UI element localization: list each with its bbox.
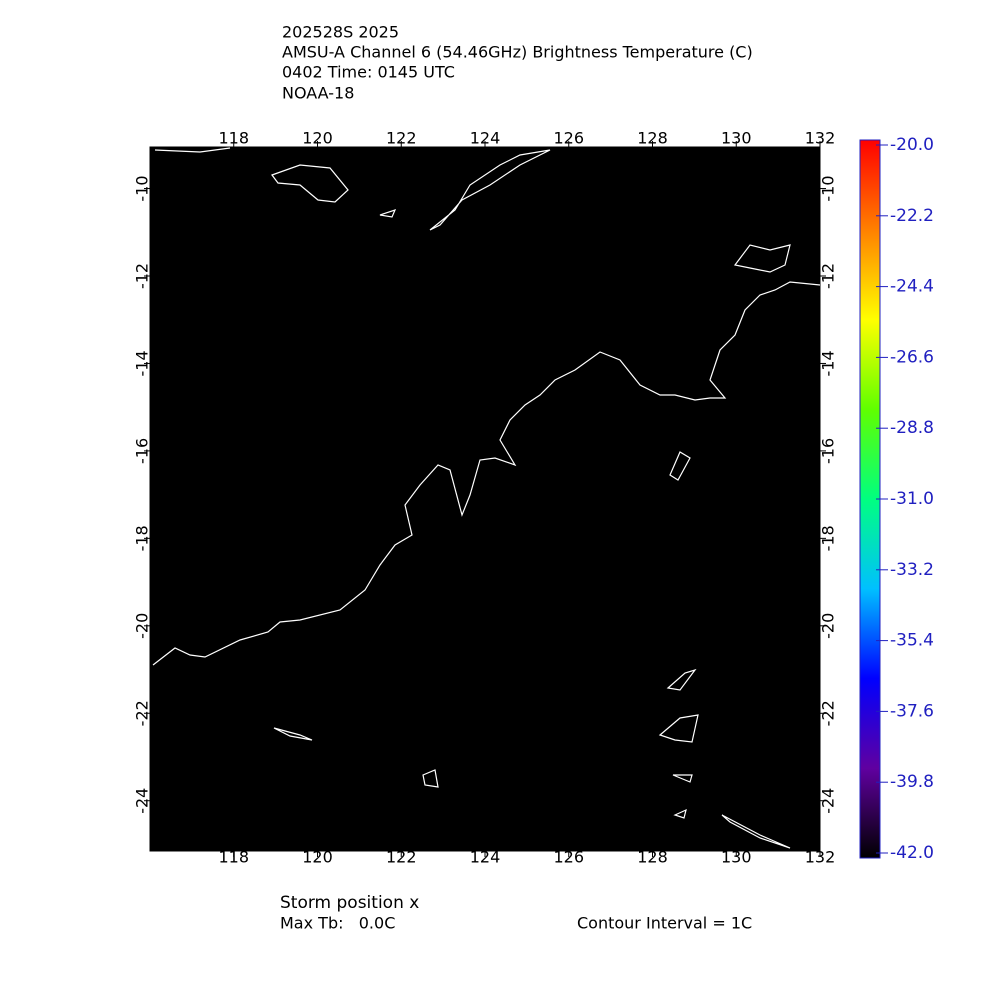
- x-tick-label: 122: [386, 129, 417, 148]
- x-tick-label: 120: [302, 129, 333, 148]
- y-tick-label: -20: [819, 613, 838, 639]
- island: [379, 209, 397, 218]
- island: [271, 164, 349, 203]
- colorbar-tick-label: -35.4: [890, 631, 934, 651]
- y-tick-label: -10: [133, 175, 152, 201]
- island: [429, 149, 551, 231]
- title-line: 202528S 2025: [282, 23, 399, 42]
- y-tick-label: -24: [819, 788, 838, 814]
- x-tick-label: 130: [721, 848, 752, 867]
- colorbar-tick-label: -26.6: [890, 347, 934, 367]
- y-tick-label: -24: [133, 788, 152, 814]
- island: [733, 244, 791, 273]
- colorbar-tick-label: -28.8: [890, 418, 934, 438]
- y-tick-label: -22: [819, 700, 838, 726]
- colorbar-tick-label: -37.6: [890, 701, 934, 721]
- footer-text: Storm position x: [280, 893, 419, 913]
- colorbar-tick-label: -39.8: [890, 772, 934, 792]
- x-tick-label: 126: [553, 129, 584, 148]
- colorbar-tick-label: -31.0: [890, 489, 934, 509]
- island: [666, 668, 697, 691]
- coastline: [154, 147, 231, 153]
- x-tick-label: 130: [721, 129, 752, 148]
- island: [658, 714, 699, 743]
- title-line: NOAA-18: [282, 84, 354, 103]
- title-line: 0402 Time: 0145 UTC: [282, 63, 455, 82]
- island: [422, 769, 439, 788]
- x-tick-label: 122: [386, 848, 417, 867]
- coastlines: [152, 147, 821, 849]
- y-tick-label: -22: [133, 700, 152, 726]
- colorbar-tick-label: -42.0: [890, 843, 934, 863]
- y-tick-label: -10: [819, 175, 838, 201]
- map-area: [149, 146, 821, 852]
- x-tick-label: 128: [637, 848, 668, 867]
- colorbar-tick-label: -33.2: [890, 560, 934, 580]
- y-tick-label: -16: [819, 438, 838, 464]
- y-tick-label: -20: [133, 613, 152, 639]
- x-tick-label: 128: [637, 129, 668, 148]
- x-tick-label: 118: [218, 129, 249, 148]
- x-tick-label: 120: [302, 848, 333, 867]
- island: [673, 808, 687, 819]
- y-tick-label: -18: [819, 525, 838, 551]
- island: [669, 451, 691, 481]
- island: [721, 814, 791, 849]
- colorbar-tick-label: -22.2: [890, 206, 934, 226]
- footer-text: Max Tb: 0.0C: [280, 914, 395, 933]
- y-tick-label: -12: [133, 263, 152, 289]
- island: [273, 727, 313, 741]
- colorbar-tick-label: -20.0: [890, 135, 934, 155]
- x-tick-label: 132: [805, 848, 836, 867]
- x-tick-label: 126: [553, 848, 584, 867]
- x-tick-label: 124: [470, 129, 501, 148]
- footer-text: Contour Interval = 1C: [577, 914, 752, 933]
- colorbar-tick-label: -24.4: [890, 277, 934, 297]
- island: [672, 774, 693, 783]
- x-tick-label: 132: [805, 129, 836, 148]
- x-tick-label: 124: [470, 848, 501, 867]
- coastline: [152, 281, 821, 666]
- x-tick-label: 118: [218, 848, 249, 867]
- y-tick-label: -18: [133, 525, 152, 551]
- y-tick-label: -12: [819, 263, 838, 289]
- title-line: AMSU-A Channel 6 (54.46GHz) Brightness T…: [282, 43, 753, 62]
- y-tick-label: -14: [133, 350, 152, 376]
- y-tick-label: -16: [133, 438, 152, 464]
- y-tick-label: -14: [819, 350, 838, 376]
